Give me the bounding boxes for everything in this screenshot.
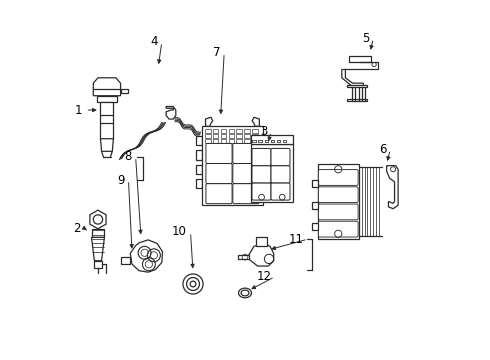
FancyBboxPatch shape [252, 183, 271, 200]
FancyBboxPatch shape [206, 184, 232, 204]
Bar [245, 134, 250, 138]
FancyBboxPatch shape [206, 163, 232, 184]
Bar [220, 129, 226, 133]
Text: 8: 8 [124, 150, 132, 163]
Polygon shape [95, 261, 101, 268]
Bar [202, 126, 263, 205]
Bar [236, 139, 242, 143]
FancyBboxPatch shape [318, 170, 358, 185]
Polygon shape [196, 179, 202, 188]
Polygon shape [100, 102, 113, 139]
Text: 6: 6 [379, 143, 387, 156]
Text: 4: 4 [151, 35, 158, 49]
FancyBboxPatch shape [233, 163, 259, 184]
Polygon shape [205, 117, 213, 126]
Bar [245, 139, 250, 143]
Bar [205, 129, 211, 133]
FancyBboxPatch shape [206, 143, 232, 163]
FancyBboxPatch shape [318, 187, 358, 203]
Polygon shape [263, 147, 269, 156]
Bar [251, 144, 293, 202]
Text: 5: 5 [363, 32, 370, 45]
FancyBboxPatch shape [271, 148, 290, 166]
Bar [245, 129, 250, 133]
Bar [318, 164, 359, 239]
Text: 7: 7 [213, 46, 220, 59]
Bar [252, 134, 258, 138]
Polygon shape [121, 89, 128, 93]
Text: 10: 10 [172, 225, 187, 238]
FancyBboxPatch shape [318, 204, 358, 220]
Bar [213, 129, 219, 133]
Text: 2: 2 [74, 222, 81, 235]
Polygon shape [248, 243, 274, 266]
Bar [256, 237, 267, 246]
Polygon shape [90, 210, 106, 229]
FancyBboxPatch shape [318, 221, 358, 237]
Polygon shape [263, 168, 269, 177]
FancyBboxPatch shape [271, 183, 290, 200]
Text: 1: 1 [74, 104, 82, 117]
Bar [347, 99, 367, 101]
Bar [252, 129, 258, 133]
FancyBboxPatch shape [271, 166, 290, 183]
Polygon shape [312, 223, 318, 230]
Bar [228, 134, 234, 138]
Bar [347, 85, 367, 87]
Bar [213, 134, 219, 138]
Bar [213, 139, 219, 143]
FancyBboxPatch shape [233, 143, 259, 163]
Polygon shape [97, 96, 117, 102]
Polygon shape [93, 78, 121, 96]
Polygon shape [312, 202, 318, 209]
Bar [228, 139, 234, 143]
Polygon shape [92, 237, 104, 261]
Bar [220, 139, 226, 143]
Bar [236, 134, 242, 138]
Polygon shape [196, 150, 202, 159]
Ellipse shape [241, 290, 249, 296]
Polygon shape [100, 139, 113, 151]
Polygon shape [92, 229, 104, 237]
Text: 9: 9 [118, 174, 125, 186]
Polygon shape [196, 136, 202, 145]
Bar [205, 139, 211, 143]
Polygon shape [252, 117, 259, 126]
Polygon shape [166, 107, 176, 119]
Bar [228, 129, 234, 133]
Polygon shape [312, 180, 318, 187]
FancyBboxPatch shape [252, 166, 271, 183]
Bar [205, 134, 211, 138]
Polygon shape [238, 255, 248, 259]
Polygon shape [196, 165, 202, 174]
Polygon shape [387, 166, 398, 209]
Polygon shape [122, 257, 130, 264]
Bar [252, 139, 258, 143]
Bar [236, 129, 242, 133]
FancyBboxPatch shape [252, 148, 271, 166]
Polygon shape [130, 240, 163, 272]
Text: 11: 11 [289, 233, 304, 246]
Text: 3: 3 [260, 125, 268, 138]
Bar [220, 134, 226, 138]
Ellipse shape [239, 288, 251, 298]
FancyBboxPatch shape [233, 184, 259, 204]
Text: 12: 12 [256, 270, 271, 283]
Bar [251, 135, 293, 144]
